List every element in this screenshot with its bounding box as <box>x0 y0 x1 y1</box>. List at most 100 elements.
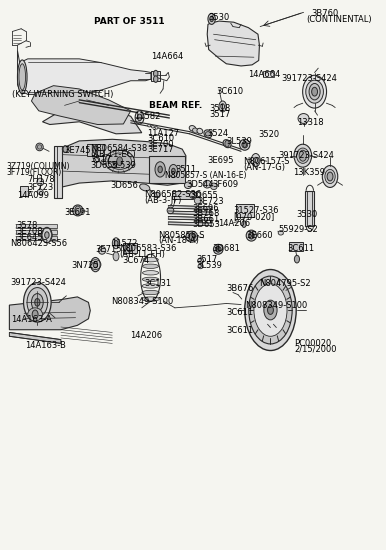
Text: 3511: 3511 <box>175 166 196 174</box>
Text: N808349-S100: N808349-S100 <box>245 301 307 310</box>
Text: 3L539: 3L539 <box>226 137 252 146</box>
Circle shape <box>135 111 144 124</box>
Ellipse shape <box>303 75 327 108</box>
Circle shape <box>154 76 158 82</box>
Circle shape <box>249 232 254 239</box>
Text: 11572: 11572 <box>111 239 137 248</box>
Circle shape <box>158 166 163 173</box>
Text: 3E717: 3E717 <box>147 145 174 154</box>
Text: N806157-S: N806157-S <box>243 157 290 166</box>
Bar <box>54 146 62 199</box>
Text: (KEY WARNING SWITCH): (KEY WARNING SWITCH) <box>12 90 113 99</box>
Text: 3E691: 3E691 <box>64 208 91 217</box>
Circle shape <box>299 150 306 161</box>
Text: 31527-S36: 31527-S36 <box>233 206 278 216</box>
Ellipse shape <box>240 139 250 150</box>
Text: N806584-S38: N806584-S38 <box>90 144 147 153</box>
Text: (AB-11-FH): (AB-11-FH) <box>119 250 165 258</box>
Text: 3C131: 3C131 <box>144 279 171 288</box>
Text: N804795-S2: N804795-S2 <box>259 279 310 288</box>
Ellipse shape <box>198 264 203 269</box>
Ellipse shape <box>198 258 203 263</box>
Ellipse shape <box>37 178 44 186</box>
Ellipse shape <box>325 169 335 184</box>
Text: 3C610: 3C610 <box>147 134 174 143</box>
Circle shape <box>219 101 226 112</box>
Text: 3D655: 3D655 <box>190 191 218 200</box>
Bar <box>16 235 57 240</box>
Ellipse shape <box>185 182 192 189</box>
Polygon shape <box>57 139 186 188</box>
Polygon shape <box>42 100 142 134</box>
Ellipse shape <box>155 126 158 129</box>
Text: 3B676: 3B676 <box>226 284 254 293</box>
Ellipse shape <box>36 143 43 151</box>
Text: 3578: 3578 <box>17 221 38 230</box>
Ellipse shape <box>143 264 159 268</box>
Circle shape <box>114 240 118 246</box>
Polygon shape <box>9 297 90 329</box>
Bar <box>20 186 28 196</box>
Text: (AB-11-EC): (AB-11-EC) <box>90 150 136 158</box>
Ellipse shape <box>254 284 287 336</box>
Ellipse shape <box>204 130 212 138</box>
Text: 3517: 3517 <box>90 155 112 164</box>
Bar <box>172 191 193 200</box>
Ellipse shape <box>242 141 248 148</box>
Ellipse shape <box>37 145 42 149</box>
Ellipse shape <box>245 270 296 350</box>
Circle shape <box>45 232 49 238</box>
Text: 3C611: 3C611 <box>226 326 254 336</box>
Circle shape <box>63 146 68 152</box>
Ellipse shape <box>140 184 150 191</box>
Text: N806423-S56: N806423-S56 <box>10 239 67 248</box>
Text: 3E708: 3E708 <box>17 227 43 236</box>
Ellipse shape <box>188 233 195 240</box>
Bar <box>305 191 314 226</box>
Ellipse shape <box>148 124 151 127</box>
Polygon shape <box>168 222 212 225</box>
Circle shape <box>93 146 98 153</box>
Text: 391723-S424: 391723-S424 <box>281 74 337 82</box>
Text: 3518: 3518 <box>210 104 231 113</box>
Text: 3E696: 3E696 <box>193 204 219 213</box>
Ellipse shape <box>108 162 113 167</box>
Ellipse shape <box>142 284 159 288</box>
Text: 3517: 3517 <box>196 255 217 264</box>
Circle shape <box>117 157 123 166</box>
Circle shape <box>242 221 246 227</box>
Ellipse shape <box>105 150 134 172</box>
Text: 3530: 3530 <box>209 13 230 23</box>
Circle shape <box>127 244 132 252</box>
Circle shape <box>75 206 81 215</box>
Text: (AB-3-JF): (AB-3-JF) <box>144 196 181 205</box>
Text: 3D681: 3D681 <box>212 244 240 253</box>
Ellipse shape <box>210 183 217 190</box>
Ellipse shape <box>17 60 27 94</box>
Text: N808349-S100: N808349-S100 <box>111 297 173 306</box>
Text: 3C611: 3C611 <box>226 307 254 317</box>
Ellipse shape <box>190 192 197 199</box>
Ellipse shape <box>223 140 231 148</box>
Circle shape <box>327 172 333 181</box>
Text: 13318: 13318 <box>297 118 324 127</box>
Ellipse shape <box>151 125 154 128</box>
Circle shape <box>243 142 247 147</box>
Text: PC00020: PC00020 <box>294 339 331 349</box>
Ellipse shape <box>62 146 68 152</box>
Text: 3E695: 3E695 <box>207 156 234 164</box>
Text: N805856-S: N805856-S <box>158 230 205 240</box>
Text: 14A099: 14A099 <box>17 191 49 200</box>
Text: (CONTINENTAL): (CONTINENTAL) <box>306 15 372 25</box>
Text: 3530: 3530 <box>296 210 317 219</box>
Text: 3E660: 3E660 <box>246 230 273 240</box>
Circle shape <box>295 255 300 263</box>
Circle shape <box>35 299 40 306</box>
Ellipse shape <box>186 231 198 242</box>
Polygon shape <box>168 217 212 221</box>
Ellipse shape <box>142 277 159 282</box>
Circle shape <box>217 246 220 252</box>
Text: 3L539: 3L539 <box>196 261 222 270</box>
Text: 3524: 3524 <box>207 129 229 138</box>
Circle shape <box>91 257 100 272</box>
